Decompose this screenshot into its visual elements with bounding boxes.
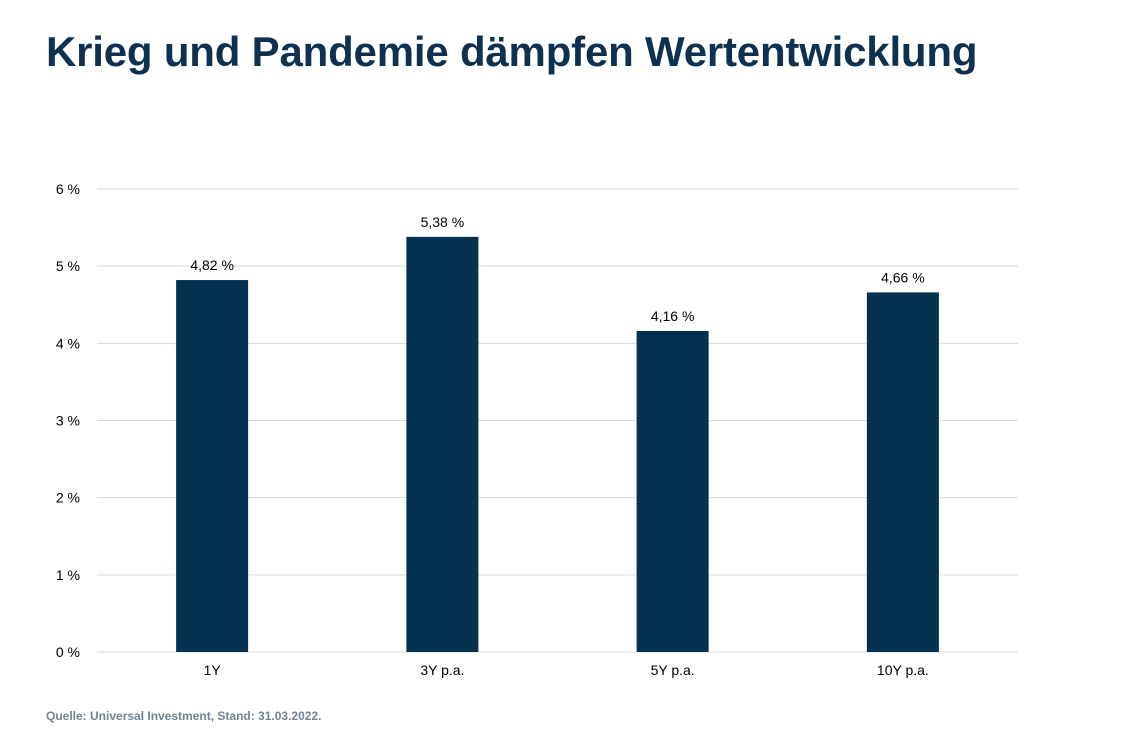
x-tick-label: 1Y: [204, 662, 222, 678]
bars: [176, 236, 939, 653]
x-tick-label: 10Y p.a.: [877, 662, 929, 678]
x-tick-label: 3Y p.a.: [420, 662, 464, 678]
y-axis-tick-labels: 0 % 1 % 2 % 3 % 4 % 5 % 6 %: [56, 181, 80, 660]
source-note: Quelle: Universal Investment, Stand: 31.…: [46, 709, 322, 723]
page-title: Krieg und Pandemie dämpfen Wertentwicklu…: [46, 28, 978, 75]
x-tick-label: 5Y p.a.: [651, 662, 695, 678]
data-labels: 4,82 % 5,38 % 4,16 % 4,66 %: [190, 214, 924, 324]
y-tick-label: 4 %: [56, 335, 80, 351]
y-tick-label: 6 %: [56, 181, 80, 197]
bar: [636, 330, 709, 652]
y-tick-label: 5 %: [56, 258, 80, 274]
bar-value-label: 4,66 %: [881, 269, 925, 285]
gridlines: [97, 188, 1018, 653]
bar-value-label: 4,82 %: [190, 257, 234, 273]
bar-value-label: 4,16 %: [651, 308, 695, 324]
y-tick-label: 3 %: [56, 413, 80, 429]
y-tick-label: 2 %: [56, 490, 80, 506]
bar: [866, 292, 939, 652]
bar: [406, 236, 479, 653]
x-axis-tick-labels: 1Y 3Y p.a. 5Y p.a. 10Y p.a.: [204, 662, 929, 678]
bar: [176, 280, 249, 652]
y-tick-label: 0 %: [56, 644, 80, 660]
bar-value-label: 5,38 %: [421, 214, 465, 230]
y-tick-label: 1 %: [56, 567, 80, 583]
